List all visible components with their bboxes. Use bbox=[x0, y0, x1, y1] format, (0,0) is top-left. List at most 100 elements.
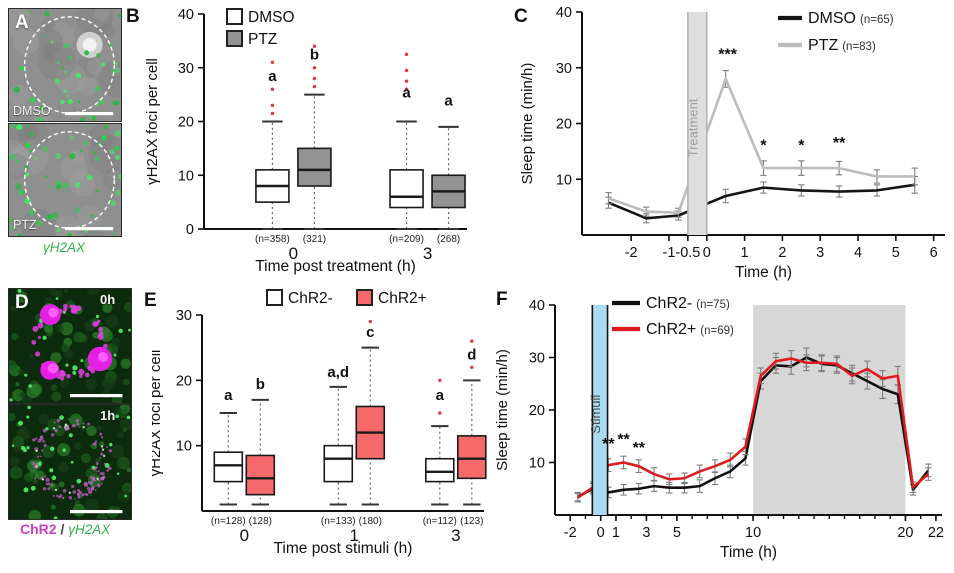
svg-text:Sleep time (min/h): Sleep time (min/h) bbox=[494, 349, 511, 471]
svg-text:0: 0 bbox=[289, 244, 298, 263]
micrograph-ptz-label: PTZ bbox=[13, 218, 37, 232]
svg-text:20: 20 bbox=[176, 373, 192, 389]
svg-text:b: b bbox=[310, 47, 319, 64]
svg-text:Time post treatment (h): Time post treatment (h) bbox=[255, 258, 416, 275]
panel-e-letter: E bbox=[144, 290, 157, 311]
svg-text:(n=209): (n=209) bbox=[389, 234, 424, 245]
svg-text:20: 20 bbox=[178, 115, 194, 131]
svg-text:a: a bbox=[436, 387, 445, 404]
svg-text:20: 20 bbox=[897, 525, 913, 541]
svg-text:(n=358): (n=358) bbox=[255, 234, 290, 245]
svg-text:a: a bbox=[224, 387, 233, 404]
micrograph-chr2-0h bbox=[8, 288, 132, 404]
svg-text:(123): (123) bbox=[460, 516, 483, 527]
svg-text:3: 3 bbox=[642, 525, 650, 541]
svg-text:d: d bbox=[467, 346, 476, 363]
svg-text:DMSO(n=65): DMSO (n=65) bbox=[808, 10, 894, 27]
svg-text:**: ** bbox=[617, 432, 630, 449]
svg-text:3: 3 bbox=[816, 245, 824, 261]
svg-text:5: 5 bbox=[673, 525, 681, 541]
svg-text:40: 40 bbox=[178, 7, 194, 23]
svg-text:***: *** bbox=[718, 46, 737, 63]
svg-text:5: 5 bbox=[892, 245, 900, 261]
micrograph-0h-label: 0h bbox=[100, 292, 116, 307]
svg-text:PTZ(n=83): PTZ (n=83) bbox=[808, 37, 876, 54]
svg-text:20: 20 bbox=[556, 117, 572, 133]
svg-text:-2: -2 bbox=[625, 245, 638, 261]
panel-a-letter: A bbox=[15, 12, 29, 33]
svg-text:30: 30 bbox=[556, 61, 572, 77]
svg-text:10: 10 bbox=[556, 172, 572, 188]
svg-text:a: a bbox=[268, 68, 277, 85]
svg-text:Stimuli: Stimuli bbox=[588, 395, 603, 434]
svg-text:1: 1 bbox=[612, 525, 620, 541]
svg-text:a: a bbox=[444, 92, 453, 109]
svg-text:(268): (268) bbox=[437, 234, 460, 245]
svg-text:0: 0 bbox=[703, 245, 711, 261]
panel-d-caption: ChR2 / γH2AX bbox=[20, 521, 110, 539]
svg-text:(n=133): (n=133) bbox=[321, 516, 356, 527]
svg-text:**: ** bbox=[633, 440, 646, 457]
svg-text:1: 1 bbox=[741, 245, 749, 261]
micrograph-1h-label: 1h bbox=[100, 408, 116, 423]
svg-text:(180): (180) bbox=[359, 516, 382, 527]
svg-text:ChR2+(n=69): ChR2+ (n=69) bbox=[646, 321, 734, 338]
caption-separator: / bbox=[56, 521, 69, 537]
svg-text:4: 4 bbox=[854, 245, 862, 261]
svg-text:ChR2-(n=75): ChR2- (n=75) bbox=[646, 295, 730, 312]
svg-text:2: 2 bbox=[778, 245, 786, 261]
svg-text:30: 30 bbox=[176, 308, 192, 324]
svg-text:c: c bbox=[366, 324, 374, 341]
svg-text:30: 30 bbox=[178, 61, 194, 77]
svg-text:Treatment: Treatment bbox=[685, 98, 700, 157]
panel-f-linechart: 10 20 30 40 Sleep time (min/h) Time (h) -2 0 1 3 5… bbox=[494, 295, 944, 561]
caption-chr2: ChR2 bbox=[20, 521, 57, 537]
svg-text:10: 10 bbox=[745, 525, 761, 541]
svg-text:-1: -1 bbox=[663, 245, 676, 261]
panel-b-letter: B bbox=[126, 6, 140, 27]
svg-text:(321): (321) bbox=[303, 234, 326, 245]
svg-text:20: 20 bbox=[529, 403, 545, 419]
svg-text:DMSO: DMSO bbox=[248, 9, 295, 26]
micrograph-chr2-1h bbox=[8, 404, 132, 520]
svg-text:3: 3 bbox=[423, 244, 432, 263]
svg-text:0: 0 bbox=[597, 525, 605, 541]
svg-text:1: 1 bbox=[350, 526, 359, 545]
svg-text:*: * bbox=[760, 137, 767, 154]
svg-text:22: 22 bbox=[928, 525, 944, 541]
svg-text:**: ** bbox=[602, 436, 615, 453]
svg-text:Time (h): Time (h) bbox=[720, 544, 777, 561]
svg-text:3: 3 bbox=[451, 526, 460, 545]
svg-text:ChR2-: ChR2- bbox=[288, 290, 333, 307]
svg-text:0: 0 bbox=[186, 222, 194, 238]
svg-text:a,d: a,d bbox=[327, 364, 349, 381]
svg-text:Time post stimuli (h): Time post stimuli (h) bbox=[274, 540, 413, 557]
svg-text:-2: -2 bbox=[564, 525, 577, 541]
svg-text:b: b bbox=[256, 376, 265, 393]
panel-a-caption-h2ax: γH2AX bbox=[42, 240, 86, 255]
svg-text:*: * bbox=[798, 137, 805, 154]
svg-text:Sleep time (min/h): Sleep time (min/h) bbox=[519, 63, 536, 185]
micrograph-dmso bbox=[8, 8, 122, 122]
svg-text:(n=112): (n=112) bbox=[423, 516, 457, 527]
svg-text:10: 10 bbox=[178, 168, 194, 184]
svg-text:-0.5: -0.5 bbox=[675, 245, 700, 261]
svg-text:a: a bbox=[402, 84, 411, 101]
svg-text:PTZ: PTZ bbox=[248, 31, 277, 48]
svg-text:Time (h): Time (h) bbox=[735, 264, 792, 281]
svg-text:30: 30 bbox=[529, 351, 545, 367]
svg-text:γH2AX foci per cell: γH2AX foci per cell bbox=[144, 58, 161, 185]
svg-text:ChR2+: ChR2+ bbox=[378, 290, 427, 307]
micrograph-dmso-label: DMSO bbox=[13, 104, 51, 118]
svg-text:10: 10 bbox=[176, 439, 192, 455]
svg-text:0: 0 bbox=[240, 526, 249, 545]
svg-text:40: 40 bbox=[556, 5, 572, 21]
svg-text:**: ** bbox=[833, 135, 846, 152]
caption-h2ax: γH2AX bbox=[68, 522, 111, 537]
svg-text:6: 6 bbox=[930, 245, 938, 261]
svg-text:40: 40 bbox=[529, 298, 545, 314]
